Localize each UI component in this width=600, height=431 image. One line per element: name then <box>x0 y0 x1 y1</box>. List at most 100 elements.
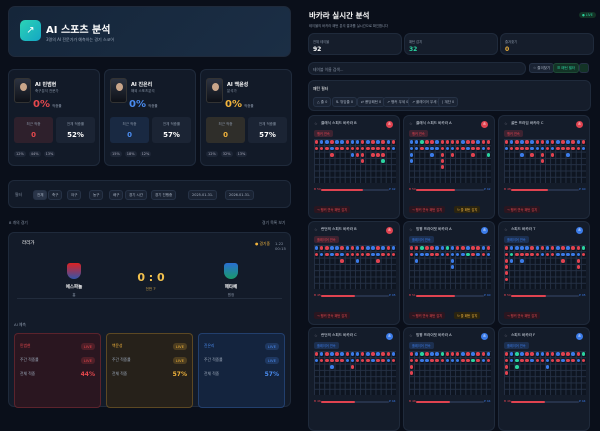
bead-banker <box>576 246 581 250</box>
baccarat-table-card[interactable]: ☆ 런던의 스피드 바카라 B 8 플레이어 연속 B 45 P 45 → 뱅커… <box>308 221 400 325</box>
ai-prediction-card[interactable]: 진은리 LIVE 주간 적중률 LIVE 전체 적중 57% <box>198 333 285 408</box>
match-list-link[interactable]: 경기 목록 보기 <box>262 220 286 225</box>
bead-banker <box>525 252 529 257</box>
table-title: 빙윙 프라이빗 바카라 A <box>416 227 452 231</box>
banker-count: B 50 <box>314 187 321 191</box>
star-icon[interactable]: ☆ <box>504 121 508 126</box>
player-count: P 40 <box>484 293 491 297</box>
bead-banker <box>381 252 385 257</box>
baccarat-table-card[interactable]: ☆ 스피드 바카라 T 8 플레이어 연속 B 50 P 45 → 뱅커 연속 … <box>498 221 590 325</box>
bead-player <box>530 358 534 363</box>
bead-banker <box>481 352 486 356</box>
star-icon[interactable]: ☆ <box>409 333 413 338</box>
baccarat-table-card[interactable]: ☆ 클래식 스피드 바카라 B 8 뱅커 연속 B 50 P 42 → 뱅커 연… <box>308 115 400 219</box>
favorites-button[interactable]: ☆ 즐겨찾기 <box>529 63 555 73</box>
bead-banker <box>530 252 534 257</box>
bead-banker <box>345 140 350 144</box>
star-icon[interactable]: ☆ <box>314 121 318 126</box>
bead-player <box>576 252 581 257</box>
avatar <box>206 78 223 103</box>
bead-banker <box>350 246 355 250</box>
baccarat-table-card[interactable]: ☆ 클래식 스피드 바카라 A 8 뱅커 연속 B 50 P 42 → 뱅커 연… <box>403 115 495 219</box>
grid-view-toggle[interactable] <box>579 63 589 73</box>
bead-banker <box>540 152 545 157</box>
baccarat-table-card[interactable]: ☆ 빙윙 프라이빗 바카라 A 8 플레이어 연속 B 46 P 44 <box>403 327 495 431</box>
filter-volleyball[interactable]: 배구 <box>109 190 124 200</box>
ai-expert-card[interactable]: AI 백윤성 분석가 0% 적중률 최근 적중 0 전체 적중률 57% 12% 32%… <box>200 69 292 166</box>
match-card[interactable]: 라리가 ● 경기중 1.22 00:15 에스파뇰 홈 0 : 0 전반 7' 헤타… <box>8 232 291 408</box>
bead-player <box>409 152 414 157</box>
bead-tie <box>440 352 445 356</box>
ai-prediction-card[interactable]: 백윤성 LIVE 주간 적중률 LIVE 전체 적중 57% <box>106 333 193 408</box>
baccarat-table-card[interactable]: ☆ 골든 프라임 바카라 C 8 뱅커 연속 B 48 P 40 → 뱅커 연속… <box>498 115 590 219</box>
pattern-filter-chip[interactable]: ⇅ 꺾임줄 0 <box>332 97 358 107</box>
bead-banker <box>386 352 391 356</box>
round-badge: 8 <box>576 121 583 128</box>
page-subtitle: 3명의 AI 전문가가 예측하는 경기 스코어 <box>46 37 115 42</box>
bead-player <box>435 246 439 250</box>
star-icon[interactable]: ☆ <box>409 121 413 126</box>
bead-road <box>409 245 491 289</box>
bead-banker <box>319 246 324 250</box>
ai-expert-card[interactable]: AI 민범현 축구분석 전문가 0% 적중률 최근 적중 0 전체 적중률 52% 1… <box>8 69 100 166</box>
bead-player <box>545 246 550 250</box>
star-icon[interactable]: ☆ <box>409 227 413 232</box>
bead-tie <box>466 252 470 257</box>
bead-player <box>430 146 434 151</box>
date-from-input[interactable]: 2025.01.31. <box>188 190 218 200</box>
star-icon[interactable]: ☆ <box>314 333 318 338</box>
bead-banker <box>450 140 455 144</box>
pattern-tag: → 뱅커 연속 패턴 감지 <box>504 206 541 213</box>
bead-banker <box>409 246 414 250</box>
date-to-input[interactable]: 2026.01.31. <box>225 190 255 200</box>
bead-banker <box>466 140 470 144</box>
bead-banker <box>355 146 360 151</box>
bead-banker <box>486 146 491 151</box>
ai-expert-card[interactable]: AI 진은리 해외 스포츠분석 0% 적중률 최근 적중 0 전체 적중률 57% 1… <box>104 69 196 166</box>
bead-banker <box>391 140 396 144</box>
pattern-filter-chip[interactable]: △ 줄 0 <box>313 97 332 107</box>
star-icon[interactable]: ☆ <box>504 227 508 232</box>
away-crest-icon <box>224 263 238 279</box>
bead-player <box>571 252 575 257</box>
star-icon[interactable]: ☆ <box>504 333 508 338</box>
pattern-filter-chip[interactable]: ⌊ 계단 0 <box>438 97 459 107</box>
pattern-filter-chip[interactable]: ⇄ 퐁당패턴 0 <box>357 97 386 107</box>
baccarat-table-card[interactable]: ☆ 빙윙 프라이빗 바카라 A 8 플레이어 연속 B 51 P 40 → 뱅커… <box>403 221 495 325</box>
bead-player <box>350 152 355 157</box>
bead-player <box>581 146 586 151</box>
bead-player <box>504 146 509 151</box>
bead-player <box>391 246 396 250</box>
star-icon[interactable]: ☆ <box>314 227 318 232</box>
ai-prediction-card[interactable]: 민범현 LIVE 주간 적중률 LIVE 전체 적중 44% <box>14 333 101 408</box>
bead-banker <box>576 146 581 151</box>
baccarat-table-card[interactable]: ☆ 스피드 바카라 F 8 플레이어 연속 B 46 P 44 <box>498 327 590 431</box>
pattern-filter-title: 패턴 필터 <box>313 86 329 91</box>
bead-tie <box>486 152 491 157</box>
bead-player <box>471 352 475 356</box>
bead-banker <box>566 146 570 151</box>
expert-accuracy: 0% 적중률 <box>225 99 254 110</box>
table-search[interactable]: 테이블 이름 검색... <box>308 62 526 75</box>
bead-banker <box>386 252 391 257</box>
filter-basketball[interactable]: 농구 <box>89 190 104 200</box>
bead-tie <box>509 252 514 257</box>
bead-banker <box>445 140 450 144</box>
bead-banker <box>504 246 509 250</box>
filter-baseball[interactable]: 야구 <box>67 190 82 200</box>
bead-banker <box>430 246 434 250</box>
bead-banker <box>314 252 319 257</box>
filter-soccer[interactable]: 축구 <box>48 190 63 200</box>
bead-banker <box>476 246 480 250</box>
bead-banker <box>455 140 460 144</box>
status-select[interactable]: 경기 진행중 <box>151 190 177 200</box>
pattern-filter-button[interactable]: ☰ 패턴 필터 <box>553 63 580 73</box>
filter-all[interactable]: 전체 <box>33 190 48 200</box>
bead-banker <box>504 277 509 282</box>
bead-player <box>556 140 560 144</box>
sort-select[interactable]: 경기 시간 <box>125 190 147 200</box>
baccarat-table-card[interactable]: ☆ 런던의 스피드 바카라 C 8 플레이어 연속 B 46 P 44 <box>308 327 400 431</box>
bead-player <box>535 246 540 250</box>
bead-player <box>391 352 396 356</box>
bead-banker <box>561 246 565 250</box>
